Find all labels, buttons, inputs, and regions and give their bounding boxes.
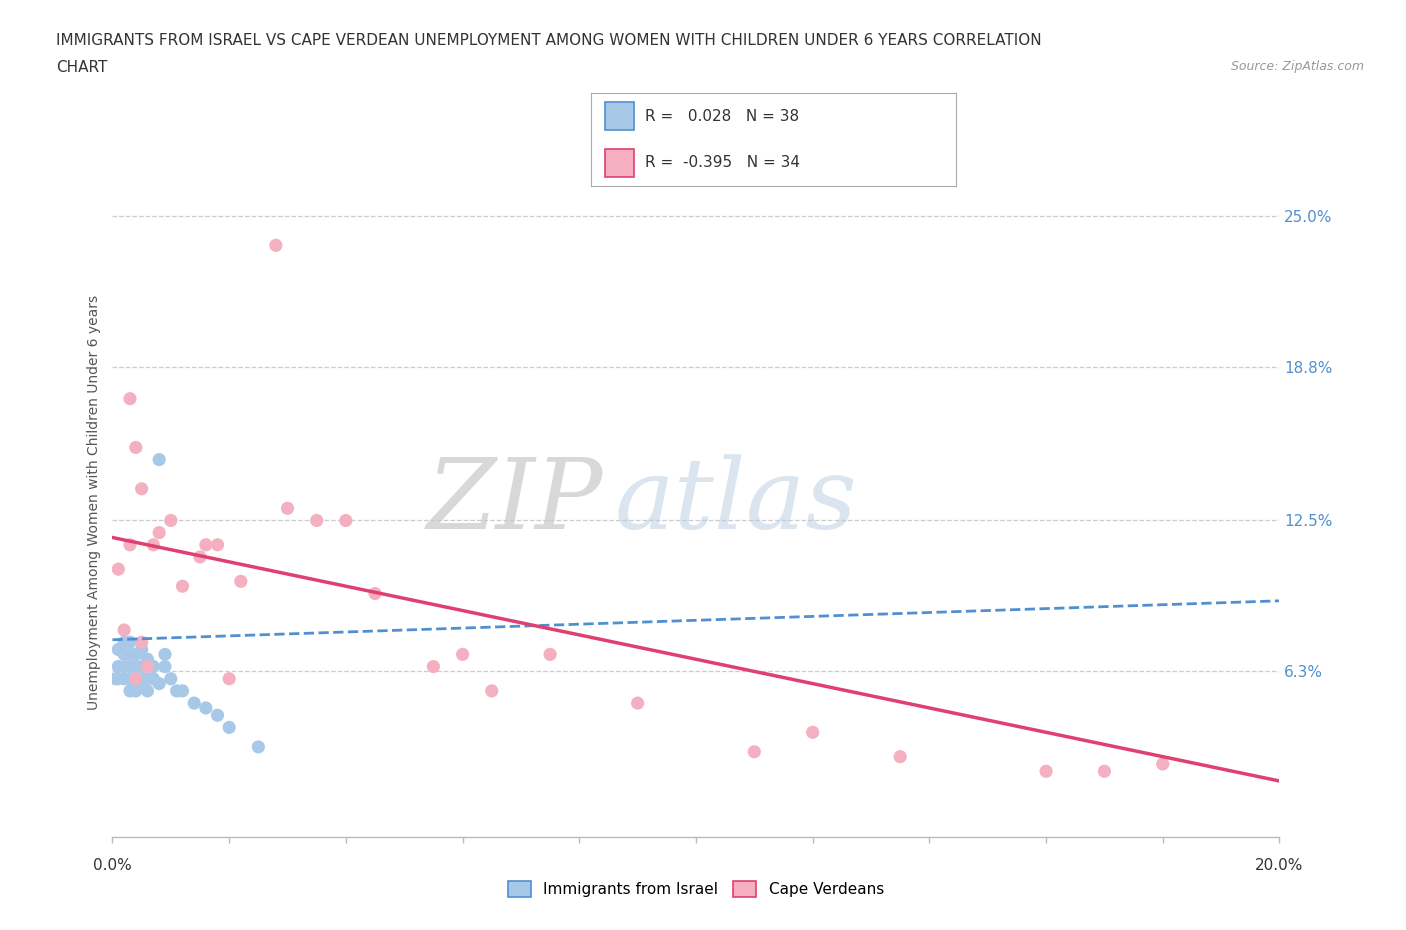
Point: [142, 671, 165, 686]
Point: [451, 647, 474, 662]
Point: [131, 482, 153, 497]
Point: [148, 452, 170, 467]
Point: [335, 513, 357, 528]
Point: [131, 671, 153, 686]
Text: 20.0%: 20.0%: [1256, 857, 1303, 872]
Point: [305, 513, 328, 528]
Point: [131, 635, 153, 650]
Text: R =   0.028   N = 38: R = 0.028 N = 38: [645, 109, 800, 124]
Point: [160, 671, 183, 686]
Point: [172, 684, 194, 698]
Point: [276, 501, 298, 516]
Point: [118, 635, 141, 650]
Point: [125, 684, 148, 698]
Point: [148, 676, 170, 691]
Point: [136, 684, 159, 698]
Point: [264, 238, 287, 253]
Legend: Immigrants from Israel, Cape Verdeans: Immigrants from Israel, Cape Verdeans: [502, 875, 890, 903]
Text: Source: ZipAtlas.com: Source: ZipAtlas.com: [1230, 60, 1364, 73]
Point: [118, 659, 141, 674]
Point: [742, 744, 765, 759]
Point: [136, 671, 159, 686]
Point: [1092, 764, 1115, 778]
Point: [153, 647, 176, 662]
Point: [125, 671, 148, 686]
FancyBboxPatch shape: [605, 102, 634, 130]
Point: [172, 578, 194, 593]
Point: [107, 642, 129, 657]
Point: [626, 696, 648, 711]
Point: [142, 659, 165, 674]
Point: [118, 538, 141, 552]
Point: [118, 392, 141, 406]
Text: ZIP: ZIP: [426, 455, 603, 550]
Point: [247, 739, 270, 754]
Point: [481, 684, 503, 698]
Point: [188, 550, 211, 565]
Point: [107, 671, 129, 686]
Point: [112, 647, 135, 662]
Point: [131, 642, 153, 657]
Point: [125, 647, 148, 662]
Point: [136, 659, 159, 674]
Point: [160, 513, 183, 528]
Point: [1152, 756, 1174, 771]
Point: [136, 652, 159, 667]
Point: [183, 696, 205, 711]
Point: [104, 671, 127, 686]
Point: [207, 538, 229, 552]
Point: [125, 659, 148, 674]
Point: [131, 659, 153, 674]
Point: [112, 622, 135, 637]
Point: [107, 562, 129, 577]
FancyBboxPatch shape: [605, 149, 634, 177]
Point: [1035, 764, 1057, 778]
Point: [142, 538, 165, 552]
Point: [364, 586, 387, 601]
Point: [153, 659, 176, 674]
Text: atlas: atlas: [614, 455, 858, 550]
Point: [125, 440, 148, 455]
Point: [118, 671, 141, 686]
Point: [166, 684, 188, 698]
Point: [112, 671, 135, 686]
Y-axis label: Unemployment Among Women with Children Under 6 years: Unemployment Among Women with Children U…: [87, 295, 101, 710]
Point: [194, 700, 217, 715]
Point: [148, 525, 170, 540]
Point: [112, 659, 135, 674]
Point: [207, 708, 229, 723]
Text: IMMIGRANTS FROM ISRAEL VS CAPE VERDEAN UNEMPLOYMENT AMONG WOMEN WITH CHILDREN UN: IMMIGRANTS FROM ISRAEL VS CAPE VERDEAN U…: [56, 33, 1042, 47]
Point: [538, 647, 561, 662]
Point: [229, 574, 252, 589]
Point: [131, 676, 153, 691]
Point: [194, 538, 217, 552]
Text: 0.0%: 0.0%: [93, 857, 132, 872]
Point: [218, 720, 240, 735]
Text: CHART: CHART: [56, 60, 108, 75]
Point: [125, 671, 148, 686]
Point: [107, 659, 129, 674]
Point: [801, 724, 824, 739]
Point: [118, 647, 141, 662]
Point: [112, 635, 135, 650]
Point: [889, 750, 911, 764]
Text: R =  -0.395   N = 34: R = -0.395 N = 34: [645, 155, 800, 170]
Point: [118, 684, 141, 698]
Point: [218, 671, 240, 686]
Point: [422, 659, 444, 674]
